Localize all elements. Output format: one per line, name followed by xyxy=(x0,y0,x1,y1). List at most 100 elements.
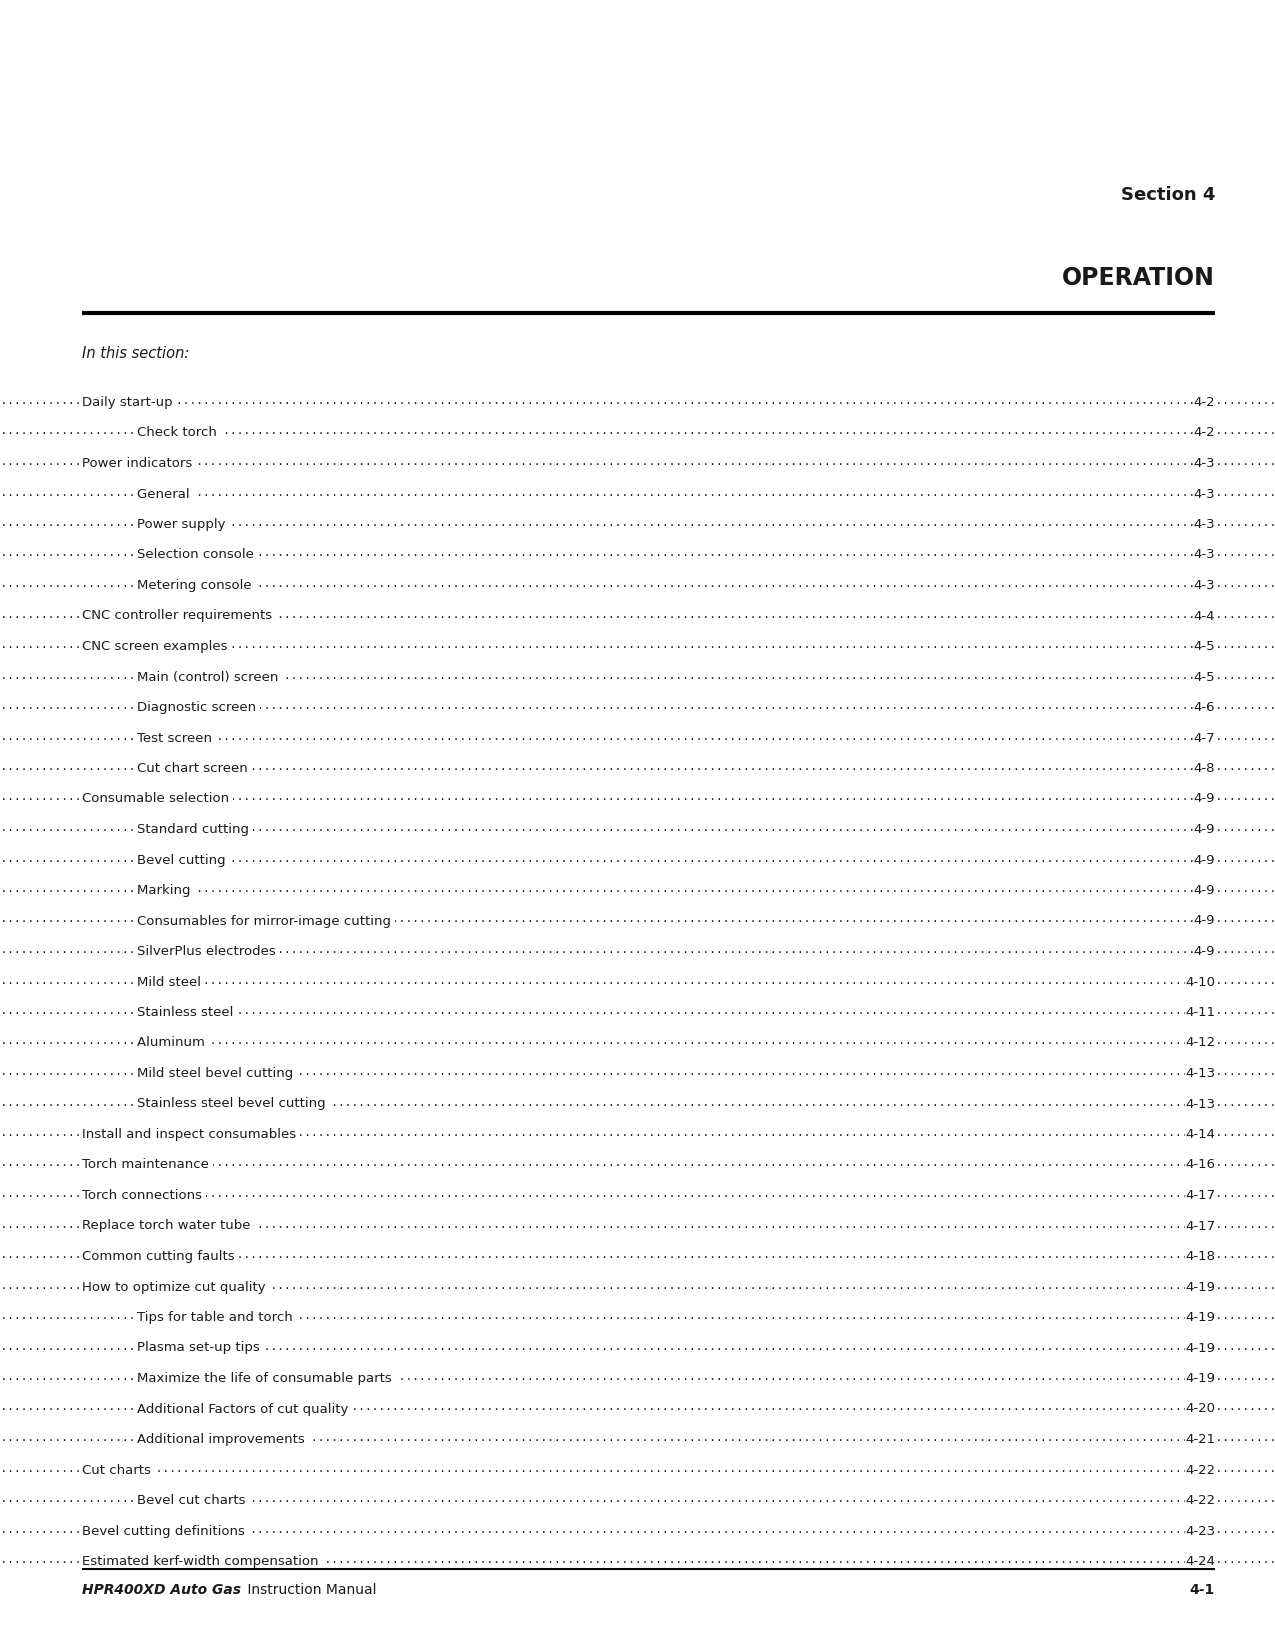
Text: 4-19: 4-19 xyxy=(1184,1281,1215,1293)
Text: Torch connections: Torch connections xyxy=(82,1189,207,1202)
Text: SilverPlus electrodes: SilverPlus electrodes xyxy=(136,944,280,958)
Text: ................................................................................: ........................................… xyxy=(0,457,1275,467)
Text: Selection console: Selection console xyxy=(136,548,258,561)
Text: ................................................................................: ........................................… xyxy=(0,396,1275,406)
Text: 4-9: 4-9 xyxy=(1193,944,1215,958)
Text: 4-7: 4-7 xyxy=(1193,731,1215,745)
Text: ................................................................................: ........................................… xyxy=(0,1128,1275,1138)
Text: ................................................................................: ........................................… xyxy=(0,1433,1275,1443)
Text: Plasma set-up tips: Plasma set-up tips xyxy=(136,1342,264,1354)
Text: 4-4: 4-4 xyxy=(1193,609,1215,622)
Text: 4-3: 4-3 xyxy=(1193,457,1215,471)
Text: ................................................................................: ........................................… xyxy=(0,1555,1275,1565)
Text: 4-5: 4-5 xyxy=(1193,670,1215,684)
Text: Stainless steel: Stainless steel xyxy=(136,1005,237,1019)
Text: ................................................................................: ........................................… xyxy=(0,915,1275,925)
Text: 4-9: 4-9 xyxy=(1193,854,1215,867)
Text: Torch maintenance: Torch maintenance xyxy=(82,1159,213,1172)
Text: 4-6: 4-6 xyxy=(1193,702,1215,713)
Text: ................................................................................: ........................................… xyxy=(0,1342,1275,1352)
Text: Cut chart screen: Cut chart screen xyxy=(136,763,252,774)
Text: Replace torch water tube: Replace torch water tube xyxy=(82,1220,255,1233)
Text: 4-22: 4-22 xyxy=(1184,1494,1215,1507)
Text: Consumable selection: Consumable selection xyxy=(82,792,233,806)
Text: ................................................................................: ........................................… xyxy=(0,548,1275,558)
Text: CNC controller requirements: CNC controller requirements xyxy=(82,609,277,622)
Text: ................................................................................: ........................................… xyxy=(0,1402,1275,1413)
Text: Aluminum: Aluminum xyxy=(136,1037,209,1050)
Text: ................................................................................: ........................................… xyxy=(0,1281,1275,1291)
Text: Test screen: Test screen xyxy=(136,731,217,745)
Text: ................................................................................: ........................................… xyxy=(0,426,1275,436)
Text: Power indicators: Power indicators xyxy=(82,457,196,471)
Text: 4-3: 4-3 xyxy=(1193,548,1215,561)
Text: Marking: Marking xyxy=(136,883,195,896)
Text: 4-3: 4-3 xyxy=(1193,580,1215,593)
Text: Bevel cutting: Bevel cutting xyxy=(136,854,230,867)
Text: ................................................................................: ........................................… xyxy=(0,854,1275,863)
Text: General: General xyxy=(136,487,194,500)
Text: 4-17: 4-17 xyxy=(1184,1189,1215,1202)
Text: 4-9: 4-9 xyxy=(1193,792,1215,806)
Text: ................................................................................: ........................................… xyxy=(0,609,1275,619)
Text: 4-21: 4-21 xyxy=(1184,1433,1215,1446)
Text: Daily start-up: Daily start-up xyxy=(82,396,177,409)
Text: Instruction Manual: Instruction Manual xyxy=(244,1583,376,1597)
Text: Cut charts: Cut charts xyxy=(82,1463,156,1476)
Text: 4-12: 4-12 xyxy=(1184,1037,1215,1050)
Text: 4-3: 4-3 xyxy=(1193,518,1215,532)
Text: 4-2: 4-2 xyxy=(1193,426,1215,439)
Text: Consumables for mirror-image cutting: Consumables for mirror-image cutting xyxy=(136,915,395,928)
Text: ................................................................................: ........................................… xyxy=(0,883,1275,893)
Text: 4-18: 4-18 xyxy=(1184,1250,1215,1263)
Text: ................................................................................: ........................................… xyxy=(0,1005,1275,1015)
Text: Power supply: Power supply xyxy=(136,518,230,532)
Text: OPERATION: OPERATION xyxy=(1062,266,1215,291)
Text: 4-5: 4-5 xyxy=(1193,641,1215,654)
Text: 4-20: 4-20 xyxy=(1184,1402,1215,1415)
Text: Mild steel: Mild steel xyxy=(136,976,205,989)
Text: ................................................................................: ........................................… xyxy=(0,580,1275,589)
Text: ................................................................................: ........................................… xyxy=(0,1098,1275,1108)
Text: Common cutting faults: Common cutting faults xyxy=(82,1250,238,1263)
Text: Standard cutting: Standard cutting xyxy=(136,822,254,835)
Text: ................................................................................: ........................................… xyxy=(0,1463,1275,1473)
Text: ................................................................................: ........................................… xyxy=(0,1189,1275,1199)
Text: Bevel cut charts: Bevel cut charts xyxy=(136,1494,250,1507)
Text: ................................................................................: ........................................… xyxy=(0,822,1275,834)
Text: Diagnostic screen: Diagnostic screen xyxy=(136,702,260,713)
Text: 4-13: 4-13 xyxy=(1184,1098,1215,1111)
Text: ................................................................................: ........................................… xyxy=(0,1067,1275,1076)
Text: ................................................................................: ........................................… xyxy=(0,1494,1275,1504)
Text: 4-23: 4-23 xyxy=(1184,1524,1215,1537)
Text: 4-19: 4-19 xyxy=(1184,1311,1215,1324)
Text: 4-3: 4-3 xyxy=(1193,487,1215,500)
Text: 4-10: 4-10 xyxy=(1184,976,1215,989)
Text: ................................................................................: ........................................… xyxy=(0,1250,1275,1260)
Text: 4-19: 4-19 xyxy=(1184,1342,1215,1354)
Text: 4-16: 4-16 xyxy=(1184,1159,1215,1172)
Text: Main (control) screen: Main (control) screen xyxy=(136,670,283,684)
Text: ................................................................................: ........................................… xyxy=(0,1037,1275,1047)
Text: Stainless steel bevel cutting: Stainless steel bevel cutting xyxy=(136,1098,330,1111)
Text: ................................................................................: ........................................… xyxy=(0,1311,1275,1321)
Text: Additional improvements: Additional improvements xyxy=(136,1433,309,1446)
Text: 4-22: 4-22 xyxy=(1184,1463,1215,1476)
Text: ................................................................................: ........................................… xyxy=(0,1524,1275,1534)
Text: ................................................................................: ........................................… xyxy=(0,641,1275,650)
Text: 4-2: 4-2 xyxy=(1193,396,1215,409)
Text: 4-11: 4-11 xyxy=(1184,1005,1215,1019)
Text: Additional Factors of cut quality: Additional Factors of cut quality xyxy=(136,1402,353,1415)
Text: ................................................................................: ........................................… xyxy=(0,1220,1275,1230)
Text: 4-9: 4-9 xyxy=(1193,915,1215,928)
Text: Section 4: Section 4 xyxy=(1121,187,1215,205)
Text: ................................................................................: ........................................… xyxy=(0,487,1275,497)
Text: Estimated kerf-width compensation: Estimated kerf-width compensation xyxy=(82,1555,323,1568)
Text: ................................................................................: ........................................… xyxy=(0,518,1275,528)
Text: Install and inspect consumables: Install and inspect consumables xyxy=(82,1128,301,1141)
Text: ................................................................................: ........................................… xyxy=(0,976,1275,986)
Text: Bevel cutting definitions: Bevel cutting definitions xyxy=(82,1524,249,1537)
Text: ................................................................................: ........................................… xyxy=(0,763,1275,773)
Text: 4-24: 4-24 xyxy=(1184,1555,1215,1568)
Text: Mild steel bevel cutting: Mild steel bevel cutting xyxy=(136,1067,297,1080)
